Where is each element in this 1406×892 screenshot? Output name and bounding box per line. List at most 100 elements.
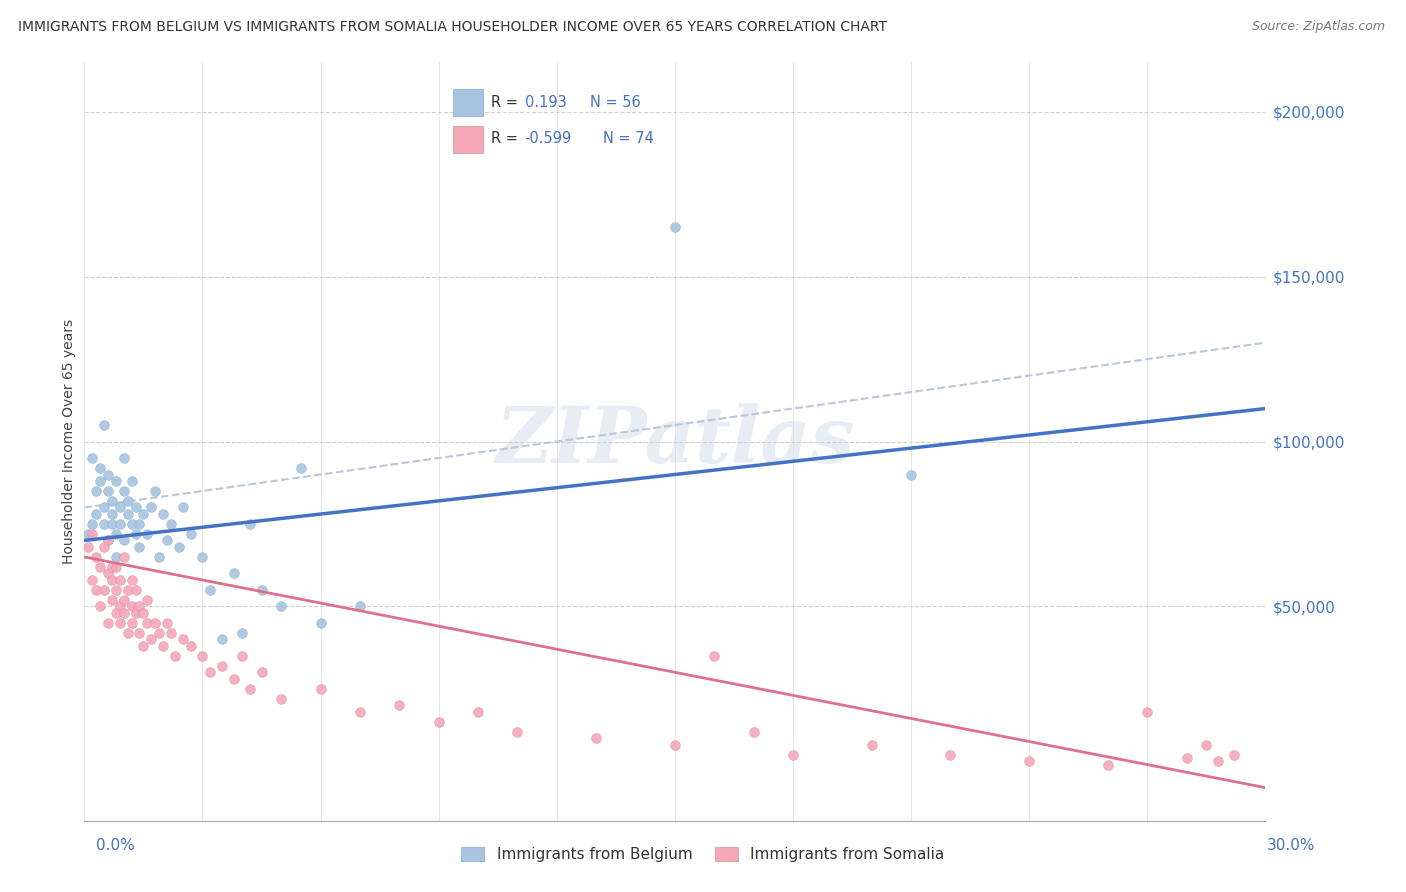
Point <box>309 681 332 696</box>
Point <box>82 450 104 465</box>
Point <box>1136 705 1159 719</box>
Point <box>117 494 139 508</box>
Point <box>104 474 127 488</box>
Point <box>250 582 273 597</box>
Text: Source: ZipAtlas.com: Source: ZipAtlas.com <box>1251 20 1385 33</box>
Point <box>82 516 104 531</box>
Point <box>93 582 115 597</box>
Point <box>128 599 150 614</box>
Point <box>703 648 725 663</box>
Point <box>191 549 214 564</box>
Point <box>160 516 183 531</box>
Point <box>112 606 135 620</box>
Point <box>132 507 155 521</box>
Point <box>191 648 214 663</box>
Point <box>939 747 962 762</box>
Point <box>101 507 124 521</box>
Point <box>309 615 332 630</box>
Point <box>108 615 131 630</box>
Point <box>121 615 143 630</box>
Point <box>124 606 146 620</box>
Point <box>1195 738 1218 752</box>
Point <box>117 507 139 521</box>
Point <box>664 738 686 752</box>
Point <box>97 533 120 548</box>
Point <box>427 714 450 729</box>
Point <box>152 507 174 521</box>
Point <box>900 467 922 482</box>
Point <box>180 639 202 653</box>
Point <box>231 648 253 663</box>
Point <box>156 615 179 630</box>
Point <box>172 500 194 515</box>
Point <box>84 507 107 521</box>
Point <box>97 615 120 630</box>
Point <box>1018 754 1040 768</box>
Point <box>136 592 159 607</box>
Point <box>664 220 686 235</box>
Point <box>112 592 135 607</box>
Point <box>101 592 124 607</box>
Text: IMMIGRANTS FROM BELGIUM VS IMMIGRANTS FROM SOMALIA HOUSEHOLDER INCOME OVER 65 YE: IMMIGRANTS FROM BELGIUM VS IMMIGRANTS FR… <box>18 20 887 34</box>
Point <box>104 526 127 541</box>
Point <box>89 599 111 614</box>
Point <box>349 599 371 614</box>
Point <box>82 573 104 587</box>
Point <box>97 566 120 581</box>
Point <box>108 516 131 531</box>
Point <box>112 450 135 465</box>
Point <box>112 533 135 548</box>
Point <box>141 500 163 515</box>
Point <box>97 533 120 548</box>
Point <box>128 625 150 640</box>
Point <box>84 549 107 564</box>
Point <box>180 526 202 541</box>
Point <box>141 632 163 647</box>
Point <box>89 474 111 488</box>
Point <box>121 573 143 587</box>
Point <box>136 615 159 630</box>
Point <box>290 461 312 475</box>
Point <box>101 516 124 531</box>
Text: 30.0%: 30.0% <box>1267 838 1315 853</box>
Point <box>222 566 245 581</box>
Point <box>89 461 111 475</box>
Point <box>124 500 146 515</box>
Point <box>211 632 233 647</box>
Point <box>124 526 146 541</box>
Point <box>104 559 127 574</box>
Point <box>101 559 124 574</box>
Point <box>250 665 273 680</box>
Point <box>143 615 166 630</box>
Point <box>132 606 155 620</box>
Point <box>148 625 170 640</box>
Point <box>112 483 135 498</box>
Point <box>97 483 120 498</box>
Point <box>112 549 135 564</box>
Point <box>231 625 253 640</box>
Text: 0.0%: 0.0% <box>96 838 135 853</box>
Point <box>117 625 139 640</box>
Point <box>167 540 190 554</box>
Point <box>211 658 233 673</box>
Point <box>200 582 222 597</box>
Point <box>506 724 529 739</box>
Point <box>82 526 104 541</box>
Point <box>742 724 765 739</box>
Point <box>152 639 174 653</box>
Point <box>93 540 115 554</box>
Point <box>222 672 245 686</box>
Point <box>467 705 489 719</box>
Point <box>156 533 179 548</box>
Point <box>121 516 143 531</box>
Point <box>1175 751 1198 765</box>
Point <box>108 599 131 614</box>
Point <box>77 540 100 554</box>
Point <box>239 516 262 531</box>
Point <box>1097 757 1119 772</box>
Point <box>1223 747 1246 762</box>
Point <box>121 474 143 488</box>
Point <box>97 467 120 482</box>
Point <box>200 665 222 680</box>
Point <box>160 625 183 640</box>
